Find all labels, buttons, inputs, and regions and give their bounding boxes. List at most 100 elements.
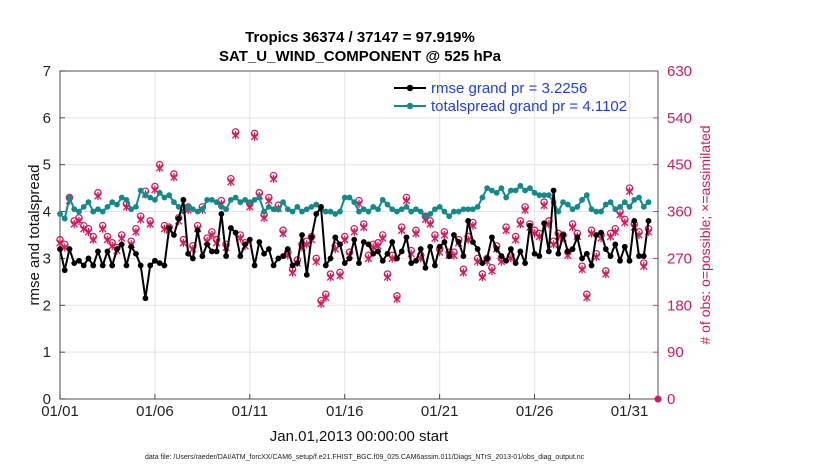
- totalspread-point: [61, 215, 68, 222]
- obs-assimilated-point: [426, 219, 434, 229]
- obs-assimilated-point: [621, 218, 629, 227]
- totalspread-point: [640, 203, 647, 210]
- obs-assimilated-point: [502, 226, 510, 235]
- obs-assimilated-point: [431, 234, 439, 243]
- rmse-point: [451, 232, 457, 238]
- y-tick-label: 5: [43, 157, 51, 174]
- totalspread-point: [517, 182, 524, 189]
- totalspread-point: [147, 194, 154, 201]
- rmse-point: [308, 234, 315, 241]
- right-tick-label: 0: [667, 391, 675, 408]
- totalspread-point: [133, 203, 139, 210]
- totalspread-point: [299, 208, 305, 215]
- obs-assimilated-point: [364, 254, 373, 263]
- totalspread-point: [109, 199, 116, 206]
- totalspread-point: [356, 208, 362, 215]
- totalspread-point: [460, 206, 467, 213]
- obs-assimilated-point: [312, 257, 321, 266]
- obs-assimilated-point: [132, 227, 140, 236]
- totalspread-point: [479, 194, 486, 201]
- obs-assimilated-point: [459, 268, 468, 277]
- totalspread-point: [522, 187, 529, 194]
- x-axis-ticks: 01/01 01/06 01/11 01/16 01/21 01/26 01/31: [41, 394, 648, 420]
- rmse-point: [441, 239, 448, 245]
- totalspread-point: [488, 187, 495, 194]
- totalspread-point: [185, 203, 192, 210]
- totalspread-point: [208, 196, 215, 203]
- rmse-point: [303, 271, 310, 278]
- x-tick-label: 01/31: [611, 403, 649, 420]
- totalspread-point: [204, 196, 211, 203]
- rmse-point: [180, 196, 187, 203]
- totalspread-point: [346, 194, 353, 201]
- totalspread-point: [341, 194, 348, 201]
- grid-lines: [59, 71, 658, 399]
- totalspread-point: [80, 203, 87, 210]
- y-tick-label: 4: [43, 204, 51, 221]
- rmse-point: [275, 255, 282, 262]
- totalspread-point: [526, 185, 533, 192]
- rmse-point: [579, 255, 585, 262]
- totalspread-point: [579, 196, 585, 203]
- rmse-point: [470, 239, 476, 245]
- totalspread-point: [142, 192, 149, 199]
- rmse-point: [341, 260, 348, 267]
- totalspread-point: [337, 208, 343, 215]
- totalspread-point: [289, 208, 296, 215]
- x-tick-label: 01/26: [516, 403, 554, 420]
- x-tick-label: 01/11: [232, 403, 268, 420]
- rmse-point: [123, 262, 130, 269]
- rmse-point: [564, 248, 571, 255]
- rmse-point: [85, 255, 92, 262]
- totalspread-point: [631, 196, 638, 203]
- rmse-point: [593, 232, 600, 238]
- totalspread-point: [175, 203, 182, 210]
- totalspread-point: [303, 206, 310, 213]
- totalspread-point: [99, 208, 106, 215]
- rmse-point: [474, 246, 481, 252]
- totalspread-point: [484, 185, 491, 192]
- rmse-point: [71, 260, 78, 267]
- obs-assimilated-point: [578, 265, 586, 274]
- chart-title-line1: Tropics 36374 / 37147 = 97.919%: [245, 29, 475, 46]
- rmse-point: [531, 250, 538, 257]
- rmse-point: [379, 257, 386, 264]
- totalspread-point: [128, 206, 135, 213]
- rmse-point: [118, 241, 125, 248]
- totalspread-point: [422, 213, 429, 220]
- obs-assimilated-point: [450, 251, 458, 260]
- rmse-point: [156, 260, 163, 267]
- rmse-point: [104, 248, 111, 255]
- rmse-point: [569, 246, 576, 252]
- y-tick-label: 0: [43, 391, 51, 408]
- totalspread-point: [256, 194, 263, 201]
- totalspread-point: [446, 213, 453, 220]
- totalspread-point: [555, 208, 562, 215]
- rmse-point: [280, 253, 286, 259]
- totalspread-point: [432, 206, 438, 213]
- rmse-point: [232, 229, 239, 236]
- rmse-point: [99, 262, 106, 269]
- rmse-point: [574, 234, 581, 241]
- obs-assimilated-point: [265, 196, 273, 205]
- rmse-point: [166, 225, 173, 231]
- obs-assimilated-point: [350, 227, 359, 236]
- rmse-point: [436, 243, 443, 250]
- rmse-point: [612, 241, 619, 248]
- totalspread-point: [104, 203, 111, 210]
- obs-assimilated-point: [393, 294, 401, 304]
- rmse-point: [242, 241, 248, 248]
- rmse-point: [498, 253, 505, 259]
- obs-assimilated-point: [568, 223, 577, 232]
- obs-assimilated-point: [388, 254, 396, 263]
- totalspread-point: [308, 203, 315, 210]
- totalspread-point: [284, 206, 291, 213]
- totalspread-point: [332, 211, 339, 217]
- rmse-point: [545, 248, 552, 255]
- totalspread-point: [512, 187, 519, 194]
- totalspread-point: [261, 208, 267, 215]
- obs-zero-marker: [654, 395, 662, 403]
- rmse-point: [555, 250, 562, 257]
- totalspread-point: [389, 206, 396, 213]
- rmse-point: [398, 248, 405, 255]
